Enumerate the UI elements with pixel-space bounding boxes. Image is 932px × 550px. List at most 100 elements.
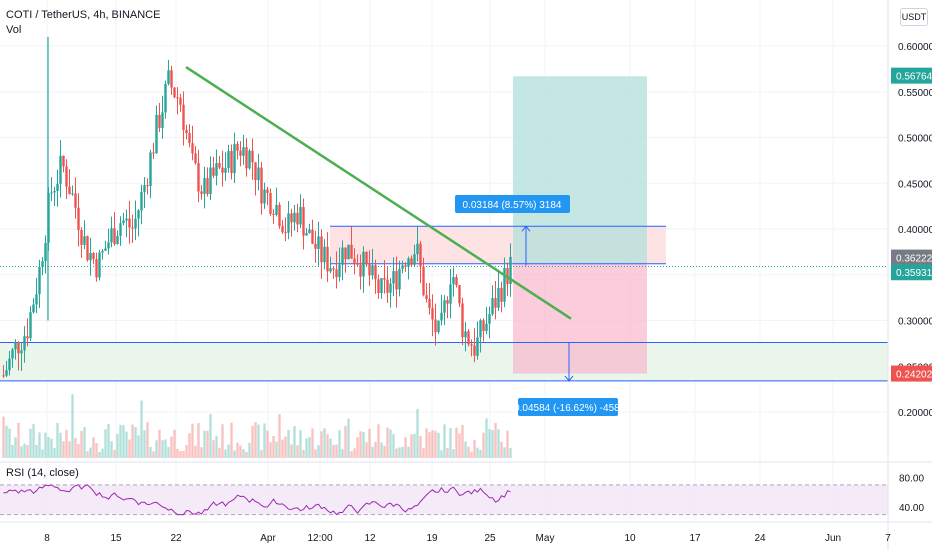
price-tag-text: 0.56764 bbox=[896, 72, 932, 83]
candle-body bbox=[176, 97, 179, 99]
price-tag-box bbox=[891, 249, 932, 266]
candle-body bbox=[8, 358, 11, 371]
candle-body bbox=[386, 279, 389, 293]
volume-bar bbox=[461, 424, 464, 458]
time-axis[interactable]: 8 15 22 Apr 12:00 12 19 25 May 10 17 24 Jun 7 bbox=[44, 533, 891, 544]
candle-body bbox=[2, 375, 5, 377]
candle-body bbox=[134, 218, 137, 229]
candle-body bbox=[470, 344, 473, 346]
measure-tools[interactable]: 0.03184 (8.57%) 3184 -0.04584 (-16.62%) -… bbox=[455, 195, 626, 416]
candle-body bbox=[287, 213, 290, 233]
volume-bar bbox=[149, 446, 152, 458]
candle-body bbox=[233, 144, 236, 174]
volume-bar bbox=[35, 444, 38, 458]
measure-down-box bbox=[518, 398, 618, 416]
support-zone bbox=[0, 342, 888, 381]
candle-body bbox=[407, 258, 410, 267]
candle-body bbox=[29, 312, 32, 339]
candle-body bbox=[74, 193, 77, 208]
volume-bar bbox=[347, 418, 350, 458]
volume-bar bbox=[125, 431, 128, 458]
volume-bar bbox=[314, 449, 317, 458]
volume-legend: Vol bbox=[6, 24, 22, 36]
candle-body bbox=[329, 268, 332, 272]
volume-bar bbox=[386, 427, 389, 458]
candle-body bbox=[239, 150, 242, 156]
candle-body bbox=[419, 243, 422, 267]
trendline[interactable] bbox=[185, 65, 572, 320]
volume-bar bbox=[14, 437, 17, 458]
rsi-band bbox=[0, 484, 888, 515]
candle-body bbox=[227, 150, 230, 169]
stop-zone bbox=[513, 263, 647, 374]
price-tag-text: 0.24202 bbox=[896, 370, 932, 381]
candle-body bbox=[485, 323, 488, 332]
candle-body bbox=[296, 212, 299, 225]
price-tag-last: 0.35931 bbox=[891, 264, 932, 281]
candle-body bbox=[326, 246, 329, 272]
volume-bar bbox=[410, 434, 413, 458]
volume-bar bbox=[491, 430, 494, 458]
candle-body bbox=[323, 246, 326, 263]
volume-bar bbox=[140, 400, 143, 458]
volume-bar bbox=[161, 440, 164, 458]
candle-body bbox=[200, 191, 203, 194]
candle-body bbox=[50, 192, 53, 194]
candle-body bbox=[428, 299, 431, 309]
volume-bar bbox=[488, 429, 491, 458]
volume-bar bbox=[284, 436, 287, 458]
volume-bar bbox=[422, 448, 425, 458]
candle-body bbox=[365, 251, 368, 265]
volume-bar bbox=[395, 448, 398, 458]
candle-body bbox=[182, 104, 185, 130]
volume-bar bbox=[248, 442, 251, 458]
volume-bar bbox=[80, 431, 83, 458]
price-axis[interactable]: 0.60000 0.55000 0.50000 0.45000 0.40000 0.300… bbox=[887, 0, 932, 550]
candle-body bbox=[413, 254, 416, 265]
volume-bar bbox=[464, 441, 467, 458]
candle-body bbox=[224, 168, 227, 173]
candle-body bbox=[500, 287, 503, 302]
candle-body bbox=[359, 264, 362, 277]
target-zone bbox=[513, 76, 647, 264]
volume-bar bbox=[419, 436, 422, 458]
candle-body bbox=[191, 143, 194, 154]
candle-body bbox=[125, 218, 128, 221]
candle-body bbox=[143, 185, 146, 192]
candle-body bbox=[335, 269, 338, 278]
currency-button[interactable]: USDT bbox=[900, 8, 928, 26]
price-tag-entry: 0.36222 bbox=[891, 249, 932, 266]
candles bbox=[2, 36, 512, 378]
volume-bar bbox=[317, 445, 320, 458]
volume-bar bbox=[485, 418, 488, 458]
candle-body bbox=[302, 206, 305, 236]
candle-body bbox=[410, 258, 413, 265]
volume-bar bbox=[74, 437, 77, 458]
candle-body bbox=[170, 70, 173, 88]
volume-bar bbox=[374, 441, 377, 458]
measure-down-label: -0.04584 (-16.62%) -4584 bbox=[511, 398, 626, 416]
candle-body bbox=[128, 218, 131, 228]
candle-body bbox=[41, 261, 44, 268]
candle-body bbox=[35, 294, 38, 305]
candle-body bbox=[425, 295, 428, 300]
candle-body bbox=[113, 228, 116, 245]
volume-bar bbox=[38, 432, 41, 458]
volume-bar bbox=[503, 447, 506, 458]
candle-body bbox=[479, 320, 482, 338]
candle-body bbox=[83, 236, 86, 245]
x-tick-label: 15 bbox=[110, 533, 122, 544]
candle-body bbox=[452, 277, 455, 285]
volume-bar bbox=[239, 445, 242, 458]
candle-body bbox=[17, 342, 20, 354]
volume-bar bbox=[44, 432, 47, 458]
x-tick-label: Apr bbox=[260, 533, 276, 544]
candle-body bbox=[356, 263, 359, 265]
volume-bar bbox=[89, 447, 92, 458]
candle-body bbox=[26, 336, 29, 339]
trendline-line bbox=[185, 65, 572, 320]
volume-bar bbox=[26, 445, 29, 458]
measure-up-text: 0.03184 (8.57%) 3184 bbox=[463, 200, 562, 211]
volume-bar bbox=[227, 444, 230, 458]
